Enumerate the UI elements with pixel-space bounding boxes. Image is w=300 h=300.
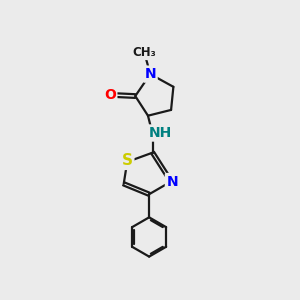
Text: N: N [145,67,156,81]
Text: CH₃: CH₃ [133,46,156,59]
Text: S: S [122,153,133,168]
Text: NH: NH [149,126,172,140]
Text: O: O [104,88,116,102]
Text: N: N [167,175,178,188]
